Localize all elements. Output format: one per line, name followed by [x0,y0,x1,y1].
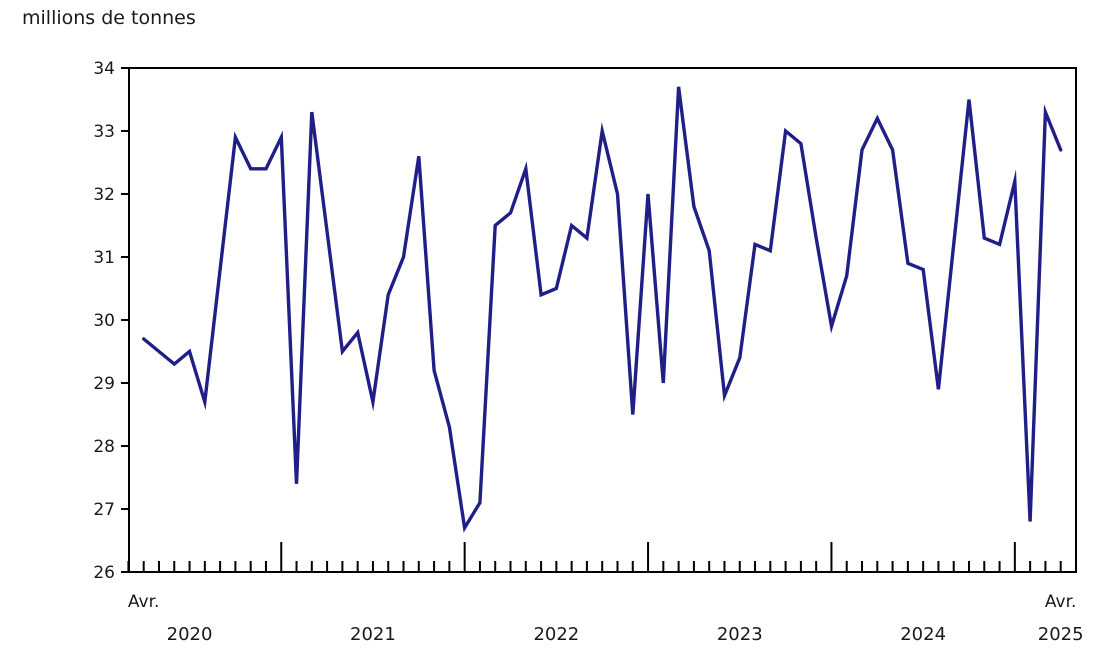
y-axis-tick-label: 30 [93,311,115,331]
x-axis-end-label: Avr. [1045,592,1077,612]
x-axis-year-label: 2020 [167,624,213,645]
y-axis-tick-label: 31 [93,248,115,268]
y-axis-tick-label: 26 [93,563,115,583]
chart-unit-label: millions de tonnes [22,7,196,29]
x-axis-year-label: 2025 [1038,624,1084,645]
x-axis-year-label: 2023 [717,624,763,645]
x-axis-year-label: 2022 [533,624,579,645]
y-axis-tick-label: 29 [93,374,115,394]
y-axis-tick-label: 33 [93,122,115,142]
y-axis-tick-label: 27 [93,500,115,520]
data-line [141,86,1063,533]
x-axis-year-label: 2021 [350,624,396,645]
y-axis-tick-label: 28 [93,437,115,457]
y-axis-tick-label: 32 [93,185,115,205]
x-axis-year-label: 2024 [900,624,946,645]
y-axis-tick-label: 34 [93,59,115,79]
x-axis-start-label: Avr. [128,592,160,612]
plot-border [128,67,1077,573]
